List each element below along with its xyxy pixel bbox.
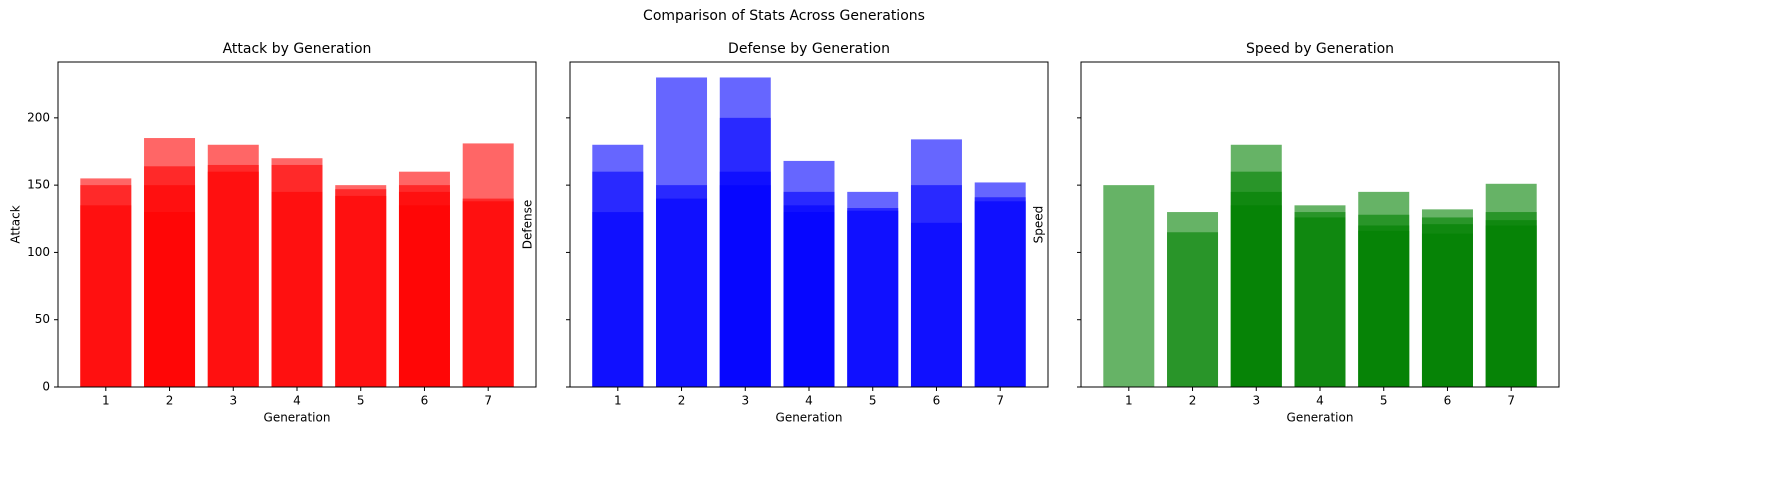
- bar: [974, 201, 1026, 387]
- bar: [656, 198, 708, 387]
- y-tick-label: 0: [42, 380, 50, 394]
- bar: [335, 195, 387, 387]
- bar: [1421, 233, 1473, 387]
- bar: [719, 185, 771, 387]
- bar: [144, 212, 196, 387]
- x-tick-label: 7: [1507, 394, 1515, 408]
- bar: [1167, 232, 1219, 387]
- x-axis-label: Generation: [776, 411, 843, 425]
- chart-title: Defense by Generation: [728, 41, 890, 57]
- x-tick-label: 1: [614, 394, 622, 408]
- bar: [592, 212, 644, 387]
- x-tick-label: 5: [357, 394, 365, 408]
- bar: [1230, 205, 1282, 387]
- bar: [847, 210, 899, 387]
- bar: [207, 171, 259, 387]
- x-tick-label: 4: [293, 394, 301, 408]
- bar: [783, 212, 835, 387]
- x-tick-label: 3: [741, 394, 749, 408]
- bar: [398, 205, 450, 387]
- x-axis-label: Generation: [264, 411, 331, 425]
- y-tick-label: 100: [27, 245, 50, 259]
- x-tick-label: 2: [1189, 394, 1197, 408]
- plot-frame: [57, 61, 537, 388]
- x-axis-label: Generation: [1287, 411, 1354, 425]
- figure-title: Comparison of Stats Across Generations: [643, 8, 925, 24]
- x-tick-label: 4: [805, 394, 813, 408]
- y-tick-label: 200: [27, 110, 50, 124]
- plot-frame: [1080, 61, 1560, 388]
- x-tick-label: 3: [1252, 394, 1260, 408]
- bar: [1294, 217, 1346, 387]
- x-tick-label: 6: [933, 394, 941, 408]
- x-tick-label: 6: [421, 394, 429, 408]
- x-tick-label: 1: [1125, 394, 1133, 408]
- bar: [1485, 225, 1537, 387]
- x-tick-label: 7: [996, 394, 1004, 408]
- y-tick-label: 50: [35, 312, 50, 326]
- x-tick-label: 2: [678, 394, 686, 408]
- x-tick-label: 5: [1380, 394, 1388, 408]
- x-tick-label: 3: [229, 394, 237, 408]
- bar: [1103, 185, 1155, 387]
- bar: [462, 201, 514, 387]
- bar: [80, 205, 132, 387]
- chart-title: Attack by Generation: [223, 41, 372, 57]
- x-tick-label: 6: [1444, 394, 1452, 408]
- plot-frame: [569, 61, 1049, 388]
- y-axis-label: Speed: [1032, 206, 1046, 244]
- chart-title: Speed by Generation: [1246, 41, 1394, 57]
- bar: [271, 191, 323, 387]
- x-tick-label: 5: [869, 394, 877, 408]
- y-tick-label: 150: [27, 178, 50, 192]
- x-tick-label: 1: [102, 394, 110, 408]
- x-tick-label: 7: [484, 394, 492, 408]
- bar: [910, 222, 962, 387]
- y-axis-label: Attack: [9, 205, 23, 243]
- bar: [1358, 230, 1410, 387]
- x-tick-label: 2: [166, 394, 174, 408]
- x-tick-label: 4: [1316, 394, 1324, 408]
- y-axis-label: Defense: [521, 200, 535, 249]
